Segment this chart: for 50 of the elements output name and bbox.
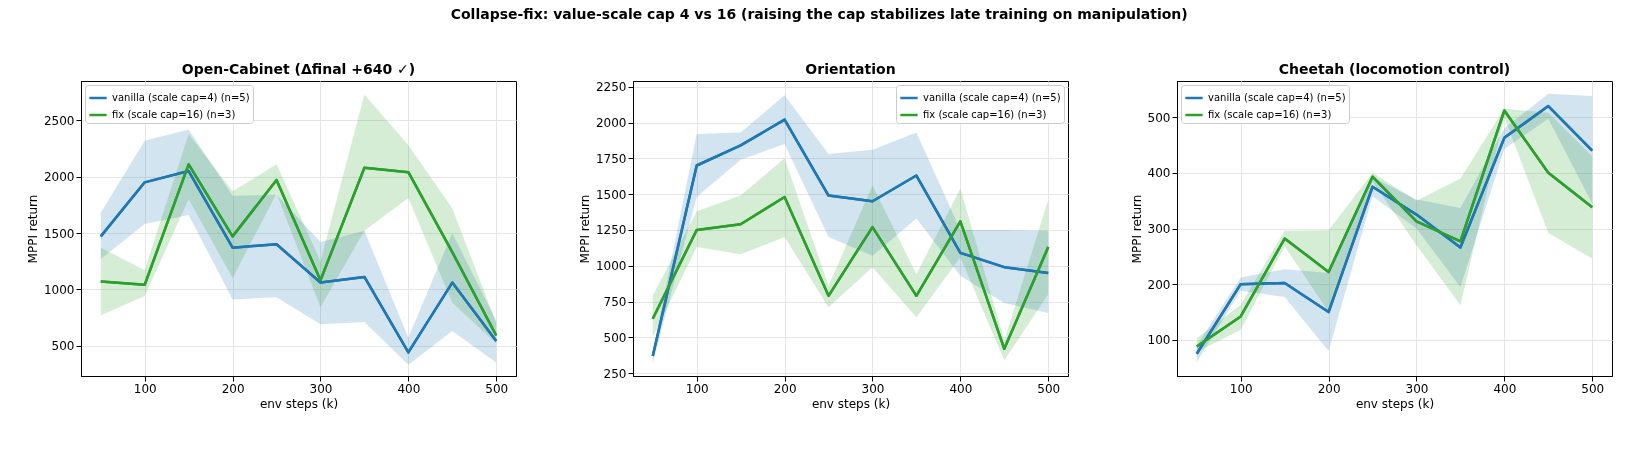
y-tick-label: 100 xyxy=(1147,333,1171,348)
x-axis-title: env steps (k) xyxy=(811,396,891,411)
x-tick-label: 400 xyxy=(1493,381,1517,396)
y-tick-label: 1000 xyxy=(43,282,75,297)
x-tick-label: 300 xyxy=(1405,381,1429,396)
x-tick-label: 200 xyxy=(1317,381,1341,396)
text: Collapse-fix: value-scale cap 4 vs 16 (raising the cap stabilizes late training on manipulation) xyxy=(450,6,1188,23)
x-tick-label: 400 xyxy=(397,381,421,396)
y-tick-label: 2500 xyxy=(43,113,75,128)
y-tick-label: 2000 xyxy=(43,170,75,185)
x-tick-label: 500 xyxy=(1581,381,1605,396)
x-tick-label: 500 xyxy=(485,381,509,396)
x-axis-title: env steps (k) xyxy=(1355,396,1435,411)
y-tick-label: 2000 xyxy=(595,116,627,131)
x-axis-title: env steps (k) xyxy=(259,396,339,411)
y-tick-label: 1000 xyxy=(595,259,627,274)
y-tick-label: 500 xyxy=(51,339,75,354)
y-tick-label: 2250 xyxy=(595,80,627,95)
y-tick-label: 400 xyxy=(1147,166,1171,181)
y-axis-title: MPPI return xyxy=(25,194,40,264)
legend-label: fix (scale cap=16) (n=3) xyxy=(1208,109,1332,120)
y-tick-label: 500 xyxy=(1147,110,1171,125)
x-tick-label: 400 xyxy=(949,381,973,396)
y-tick-label: 300 xyxy=(1147,222,1171,236)
legend-label: fix (scale cap=16) (n=3) xyxy=(923,109,1047,120)
x-tick-label: 200 xyxy=(221,381,245,396)
legend-label: vanilla (scale cap=4) (n=5) xyxy=(1208,92,1346,103)
x-tick-label: 100 xyxy=(685,381,709,396)
x-tick-label: 200 xyxy=(773,381,797,396)
y-axis-title: MPPI return xyxy=(577,194,592,264)
chart-title: Open-Cabinet (Δfinal +640 ✓) xyxy=(181,61,416,77)
y-tick-label: 1250 xyxy=(595,223,627,238)
x-tick-label: 300 xyxy=(861,381,885,396)
y-tick-label: 250 xyxy=(603,366,627,381)
legend-label: fix (scale cap=16) (n=3) xyxy=(112,109,236,120)
y-tick-label: 1750 xyxy=(595,151,627,166)
chart-title: Cheetah (locomotion control) xyxy=(1278,61,1511,77)
chart-title: Orientation xyxy=(805,60,896,77)
y-tick-label: 1500 xyxy=(595,187,627,202)
legend-label: vanilla (scale cap=4) (n=5) xyxy=(923,92,1061,103)
y-tick-label: 1500 xyxy=(43,226,75,241)
y-axis-title: MPPI return xyxy=(1129,194,1144,264)
y-tick-label: 500 xyxy=(603,330,627,345)
x-tick-label: 500 xyxy=(1037,381,1061,396)
legend-label: vanilla (scale cap=4) (n=5) xyxy=(112,92,250,103)
y-tick-label: 750 xyxy=(603,295,627,310)
x-tick-label: 100 xyxy=(133,381,157,396)
y-tick-label: 200 xyxy=(1147,277,1171,292)
x-tick-label: 300 xyxy=(309,381,333,396)
x-tick-label: 100 xyxy=(1229,381,1253,396)
